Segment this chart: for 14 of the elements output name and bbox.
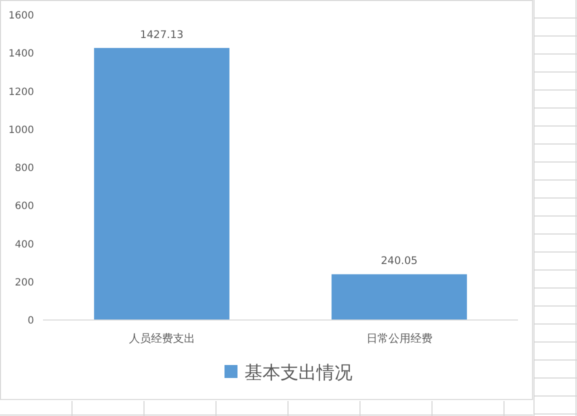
y-tick-label: 1600 bbox=[8, 10, 34, 22]
x-tick-label: 人员经费支出 bbox=[128, 332, 195, 345]
y-tick-label: 400 bbox=[14, 239, 34, 250]
y-tick-label: 1000 bbox=[8, 124, 34, 136]
data-label: 240.05 bbox=[380, 255, 418, 268]
y-tick-label: 1400 bbox=[8, 48, 34, 60]
x-tick-label: 日常公用经费 bbox=[366, 332, 432, 345]
data-label: 1427.13 bbox=[140, 28, 184, 41]
y-tick-label: 1200 bbox=[8, 86, 34, 98]
y-tick-label: 600 bbox=[14, 201, 34, 212]
y-tick-label: 800 bbox=[14, 163, 34, 174]
y-tick-label: 0 bbox=[28, 316, 34, 326]
legend-label: 基本支出情况 bbox=[244, 362, 352, 384]
y-tick-label: 200 bbox=[14, 277, 34, 288]
